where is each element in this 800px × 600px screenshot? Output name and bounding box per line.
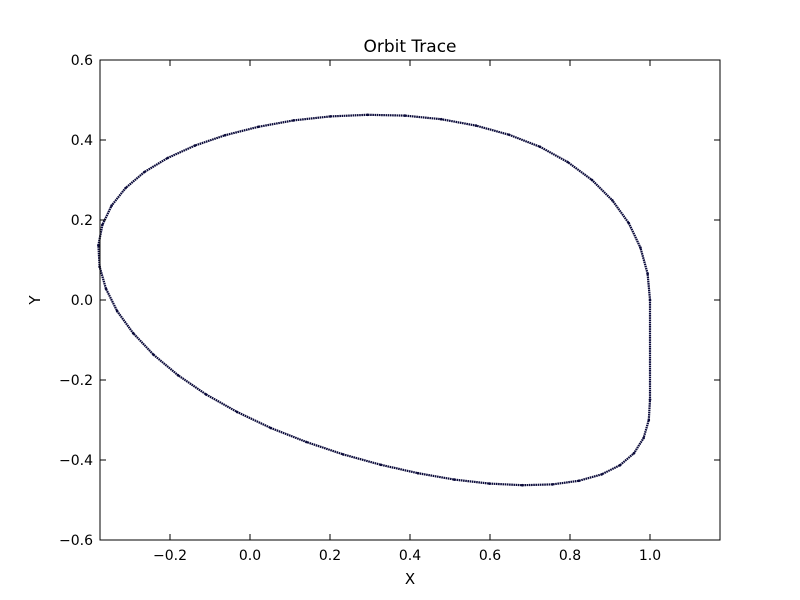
orbit-data-point <box>632 451 636 455</box>
y-tick-label: 0.4 <box>71 133 93 149</box>
orbit-data-point <box>104 287 108 291</box>
x-tick-label: 0.4 <box>399 548 421 564</box>
orbit-data-point <box>101 223 104 227</box>
orbit-data-point <box>639 246 642 249</box>
orbit-data-point <box>176 373 180 377</box>
orbit-data-point <box>453 478 456 481</box>
orbit-data-point <box>204 393 208 396</box>
y-tick-label: −0.2 <box>59 373 93 389</box>
orbit-data-point <box>577 479 581 483</box>
orbit-data-point <box>507 133 511 137</box>
orbit-data-point <box>600 473 603 476</box>
orbit-data-point <box>193 144 197 147</box>
orbit-data-point <box>439 117 443 121</box>
orbit-data-point <box>329 115 332 118</box>
orbit-data-point <box>474 124 478 127</box>
x-axis-label: X <box>405 570 415 588</box>
y-tick-label: 0.0 <box>71 293 93 309</box>
y-tick-label: −0.4 <box>59 453 93 469</box>
orbit-data-point <box>143 170 146 174</box>
orbit-data-point <box>115 309 119 313</box>
y-tick-label: −0.6 <box>59 533 93 549</box>
x-tick-label: 0.6 <box>479 548 501 564</box>
y-axis-label: Y <box>26 295 44 306</box>
orbit-data-point <box>223 133 227 137</box>
orbit-data-point <box>551 483 554 486</box>
orbit-data-point <box>235 410 239 414</box>
orbit-data-point <box>124 186 127 190</box>
orbit-data-point <box>110 204 113 207</box>
y-tick-label: 0.2 <box>71 213 93 229</box>
x-tick-label: 0.0 <box>239 548 261 564</box>
orbit-data-point <box>97 243 100 247</box>
ticks-layer: −0.2 0.0 0.2 0.4 0.6 0.8 1.0 −0.6 −0.4 −0.2 0.0 0.2… <box>59 53 720 564</box>
orbit-data-point <box>305 440 308 444</box>
orbit-data-point <box>341 453 345 456</box>
orbit-data-point <box>646 272 649 275</box>
x-tick-label: 0.8 <box>559 548 581 564</box>
orbit-data-point <box>292 119 295 122</box>
orbit-data-point <box>269 426 273 430</box>
orbit-data-point <box>590 178 594 182</box>
x-tick-label: 0.2 <box>319 548 341 564</box>
orbit-data-point <box>611 199 614 202</box>
orbit-data-point <box>152 353 155 357</box>
orbit-data-point <box>166 156 169 160</box>
orbit-data-point <box>618 463 622 467</box>
y-tick-label: 0.6 <box>71 53 93 69</box>
plot-area-frame <box>99 59 721 541</box>
orbit-data-point <box>648 398 652 401</box>
orbit-data-point <box>131 331 135 335</box>
orbit-data-point <box>538 145 542 149</box>
orbit-data-point <box>642 436 645 440</box>
chart-title: Orbit Trace <box>363 37 456 57</box>
orbit-data-point <box>627 221 631 225</box>
orbit-data-point <box>366 113 369 117</box>
orbit-data-point <box>648 298 652 302</box>
x-tick-label: −0.2 <box>153 548 187 564</box>
x-tick-label: 1.0 <box>639 548 661 564</box>
orbit-data-point <box>403 114 407 117</box>
orbit-data-point <box>257 125 260 129</box>
orbit-data-point <box>379 463 383 467</box>
orbit-data-point <box>647 418 651 422</box>
orbit-data-point <box>488 482 491 485</box>
orbit-data-point <box>416 471 420 475</box>
orbit-data-point <box>566 160 569 164</box>
orbit-data-point <box>521 483 524 487</box>
